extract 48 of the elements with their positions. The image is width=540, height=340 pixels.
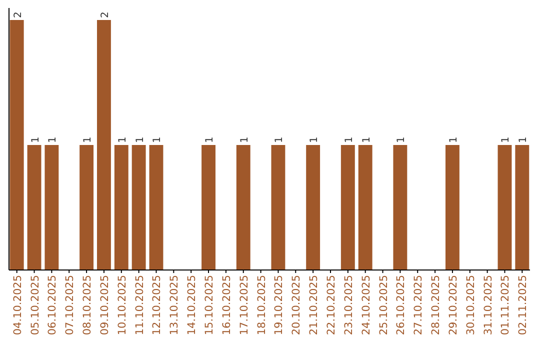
x-tick-label: 02.11.2025 <box>517 275 530 336</box>
x-tick-label: 07.10.2025 <box>64 275 76 336</box>
data-label: 2 <box>100 12 111 18</box>
data-label: 1 <box>239 136 250 143</box>
x-tick-label: 06.10.2025 <box>46 275 59 336</box>
data-label: 1 <box>309 136 320 143</box>
x-tick-label: 31.10.2025 <box>482 275 494 336</box>
x-tick-label: 15.10.2025 <box>204 275 216 336</box>
data-label: 2 <box>12 12 24 18</box>
x-tick-label: 13.10.2025 <box>168 275 181 336</box>
data-label: 1 <box>204 136 216 143</box>
x-tick-label: 22.10.2025 <box>325 275 338 336</box>
data-label: 1 <box>82 136 94 143</box>
x-tick-label: 30.10.2025 <box>464 275 477 336</box>
x-tick-label: 29.10.2025 <box>447 275 460 336</box>
x-tick-label: 08.10.2025 <box>82 275 94 336</box>
x-tick-label: 17.10.2025 <box>238 275 250 336</box>
x-tick-label: 20.10.2025 <box>290 275 303 336</box>
data-label: 1 <box>30 136 42 143</box>
data-label: 1 <box>344 136 355 143</box>
x-tick-label: 12.10.2025 <box>151 275 164 336</box>
x-tick-label: 21.10.2025 <box>308 275 320 336</box>
x-tick-label: 18.10.2025 <box>256 275 268 336</box>
data-label: 1 <box>500 136 512 143</box>
data-label: 1 <box>152 136 164 143</box>
data-label: 1 <box>361 136 372 143</box>
x-tick-label: 04.10.2025 <box>12 275 24 336</box>
x-tick-label: 16.10.2025 <box>220 275 233 336</box>
x-tick-label: 23.10.2025 <box>342 275 355 336</box>
data-label: 1 <box>48 136 59 143</box>
data-label: 1 <box>274 136 286 143</box>
data-label: 1 <box>518 136 530 143</box>
data-label: 1 <box>134 136 146 143</box>
x-tick-label: 19.10.2025 <box>273 275 286 336</box>
x-tick-label: 27.10.2025 <box>412 275 425 336</box>
x-tick-label: 10.10.2025 <box>116 275 128 336</box>
x-tick-label: 14.10.2025 <box>186 275 198 336</box>
x-tick-label: 09.10.2025 <box>98 275 111 336</box>
x-tick-label: 01.11.2025 <box>500 275 512 336</box>
data-label: 1 <box>396 136 408 143</box>
x-tick-label: 28.10.2025 <box>430 275 442 336</box>
data-label: 1 <box>448 136 460 143</box>
data-label: 1 <box>117 136 128 143</box>
x-tick-label: 25.10.2025 <box>378 275 390 336</box>
x-tick-label: 05.10.2025 <box>29 275 42 336</box>
x-tick-label: 26.10.2025 <box>395 275 408 336</box>
x-tick-label: 24.10.2025 <box>360 275 372 336</box>
x-tick-label: 11.10.2025 <box>134 275 146 336</box>
